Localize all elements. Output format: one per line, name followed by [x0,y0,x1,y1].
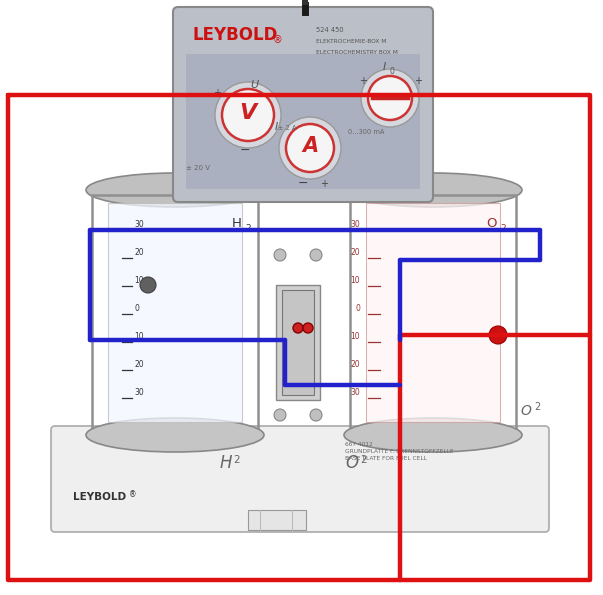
Text: +: + [359,76,367,86]
Circle shape [274,249,286,261]
Ellipse shape [86,173,264,207]
Bar [302,0,308,5]
Circle shape [368,76,412,120]
Bar [186,54,420,189]
Text: 20: 20 [134,248,144,257]
Circle shape [279,117,341,179]
Text: 20: 20 [350,360,360,369]
Text: 30: 30 [134,388,144,397]
Text: ®: ® [273,35,283,45]
Bar [248,510,306,530]
Text: I: I [383,62,387,72]
Bar [350,195,516,430]
Text: +: + [320,179,328,189]
Text: 10: 10 [350,332,360,341]
Text: 2: 2 [233,455,239,465]
Text: 0: 0 [134,304,139,313]
Text: ®: ® [129,490,136,499]
Text: 30: 30 [350,220,360,229]
Text: A: A [302,136,318,156]
Text: 2: 2 [500,224,506,233]
Text: 2: 2 [245,224,251,233]
Text: U: U [250,80,258,90]
Text: 10: 10 [134,276,144,285]
Circle shape [140,277,156,293]
Circle shape [303,323,313,333]
Circle shape [222,89,274,141]
Text: 30: 30 [134,220,144,229]
Text: 0: 0 [389,67,394,76]
Circle shape [293,323,303,333]
Text: 30: 30 [350,388,360,397]
Text: ELEKTROCHEMIE-BOX M: ELEKTROCHEMIE-BOX M [316,39,387,44]
Text: O: O [486,217,496,230]
Text: H: H [232,217,242,230]
Text: 10: 10 [350,276,360,285]
Text: 10: 10 [134,332,144,341]
Text: ± 2 A: ± 2 A [278,125,297,131]
Text: 2: 2 [534,402,540,412]
FancyBboxPatch shape [173,7,433,202]
Text: 0...300 mA: 0...300 mA [348,129,384,135]
Ellipse shape [344,173,522,207]
Text: LEYBOLD: LEYBOLD [73,492,126,502]
Circle shape [489,326,507,344]
Bar [276,285,320,400]
Circle shape [286,124,334,172]
Bar [366,203,500,422]
Bar [92,195,258,430]
Text: 2: 2 [360,455,367,465]
Text: O: O [520,404,531,418]
Text: ELECTROCHEMISTRY BOX M: ELECTROCHEMISTRY BOX M [316,50,398,55]
Circle shape [274,409,286,421]
Text: 667 4012
GRUNDPLATTE F. BRENNSTOFFZELLE
BASE PLATE FOR FUEL CELL: 667 4012 GRUNDPLATTE F. BRENNSTOFFZELLE … [345,442,453,461]
Circle shape [215,82,281,148]
Text: O: O [345,454,358,472]
Text: −: − [240,144,250,157]
Text: +: + [213,88,221,98]
Bar [108,203,242,422]
Text: I: I [275,122,278,132]
FancyBboxPatch shape [51,426,549,532]
Text: −: − [298,177,309,190]
Text: V: V [239,103,257,123]
Text: 20: 20 [350,248,360,257]
Text: LEYBOLD: LEYBOLD [192,26,277,44]
Circle shape [310,409,322,421]
Text: H: H [220,454,233,472]
Text: ± 20 V: ± 20 V [186,165,210,171]
Text: +: + [414,76,422,86]
Circle shape [310,249,322,261]
Text: 20: 20 [134,360,144,369]
Text: 0: 0 [355,304,360,313]
Text: 524 450: 524 450 [316,27,344,33]
Bar [282,290,314,395]
Ellipse shape [344,418,522,452]
Circle shape [361,69,419,127]
Ellipse shape [86,418,264,452]
